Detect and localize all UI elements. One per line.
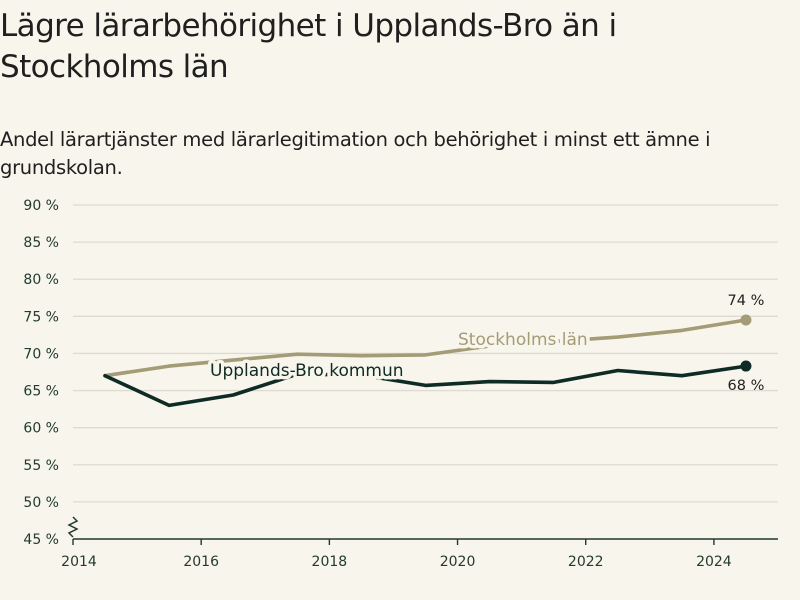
series-labels: 74 % 68 % Stockholms län Upplands-Bro kommu…: [207, 293, 765, 394]
chart-title: Lägre lärarbehörighet i Upplands-Bro än …: [0, 8, 617, 85]
axis-break-icon: [67, 516, 79, 538]
y-axis-ticks: 45 % 50 % 55 % 60 % 65 % 70 % 75 % 80 % 85 % 90 %: [23, 198, 59, 548]
series-label-stockholms-lan: Stockholms län: [458, 330, 588, 350]
y-tick-label: 55 %: [23, 458, 59, 474]
end-point-marker: [740, 314, 752, 326]
y-tick-label: 45 %: [23, 532, 59, 548]
y-tick-label: 50 %: [23, 495, 59, 511]
series-label-upplands-bro: Upplands-Bro kommun: [210, 361, 404, 381]
end-point-marker: [740, 360, 752, 372]
y-tick-label: 75 %: [23, 309, 59, 325]
y-tick-label: 60 %: [23, 421, 59, 437]
y-tick-label: 80 %: [23, 272, 59, 288]
y-tick-label: 70 %: [23, 346, 59, 362]
end-value-label: 74 %: [728, 293, 765, 309]
x-tick-label: 2024: [696, 554, 732, 570]
x-axis: 2014 2016 2018 2020 2022 2024: [61, 516, 778, 570]
x-tick-label: 2022: [568, 554, 604, 570]
x-tick-label: 2016: [183, 554, 219, 570]
x-tick-label: 2014: [61, 554, 97, 570]
series-line-upplands-bro: [103, 364, 748, 408]
chart-subtitle: Andel lärartjänster med lärarlegitimatio…: [0, 128, 711, 179]
y-tick-label: 65 %: [23, 384, 59, 400]
x-tick-label: 2018: [312, 554, 348, 570]
y-tick-label: 90 %: [23, 198, 59, 214]
y-tick-label: 85 %: [23, 235, 59, 251]
series-lines: [103, 314, 752, 408]
series-line-stockholms-lan: [103, 318, 748, 378]
end-value-label: 68 %: [728, 378, 765, 394]
x-tick-label: 2020: [440, 554, 476, 570]
